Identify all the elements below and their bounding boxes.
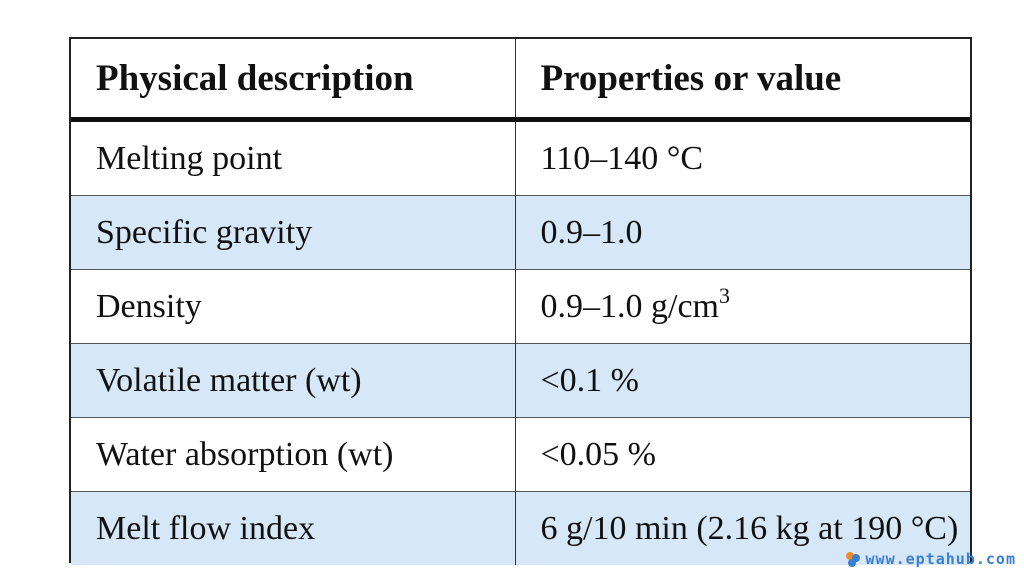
row-value: 0.9–1.0 g/cm3 [514,269,970,344]
table-row-density: Density 0.9–1.0 g/cm3 [71,269,970,344]
row-description: Specific gravity [71,195,515,270]
properties-table-container: Physical description Properties or value… [69,37,972,565]
row-value-text: 110–140 °C [540,139,704,177]
row-value-superscript: 3 [718,282,730,308]
row-value-text: 0.9–1.0 g/cm [540,287,719,325]
row-value: <0.05 % [514,417,970,492]
row-value: <0.1 % [514,343,970,418]
table-row-volatile-matter: Volatile matter (wt) <0.1 % [71,343,970,418]
row-value: 110–140 °C [514,119,970,196]
row-value-text: <0.05 % [540,435,657,473]
table-row-melt-flow-index: Melt flow index 6 g/10 min (2.16 kg at 1… [71,491,970,565]
row-description: Density [71,269,515,344]
row-value-text: 6 g/10 min (2.16 kg at 190 °C) [540,509,959,547]
table-row-melting-point: Melting point 110–140 °C [71,119,970,196]
row-value-text: <0.1 % [540,361,640,399]
properties-table: Physical description Properties or value… [71,39,970,565]
header-row: Physical description Properties or value [71,39,970,122]
row-description: Melt flow index [71,491,515,565]
table-body: Melting point 110–140 °C Specific gravit… [71,119,970,565]
header-physical-description: Physical description [71,39,515,122]
watermark-text: www.eptahub.com [865,550,1016,568]
table-row-water-absorption: Water absorption (wt) <0.05 % [71,417,970,492]
table-row-specific-gravity: Specific gravity 0.9–1.0 [71,195,970,270]
row-value: 0.9–1.0 [514,195,970,270]
watermark: www.eptahub.com [845,550,1016,568]
row-description: Volatile matter (wt) [71,343,515,418]
row-description: Melting point [71,119,515,196]
table-header: Physical description Properties or value [71,39,970,122]
row-description: Water absorption (wt) [71,417,515,492]
header-properties-or-value: Properties or value [514,39,970,122]
row-value: 6 g/10 min (2.16 kg at 190 °C) [514,491,970,565]
eptahub-logo-icon [845,551,861,567]
row-value-text: 0.9–1.0 [540,213,643,251]
